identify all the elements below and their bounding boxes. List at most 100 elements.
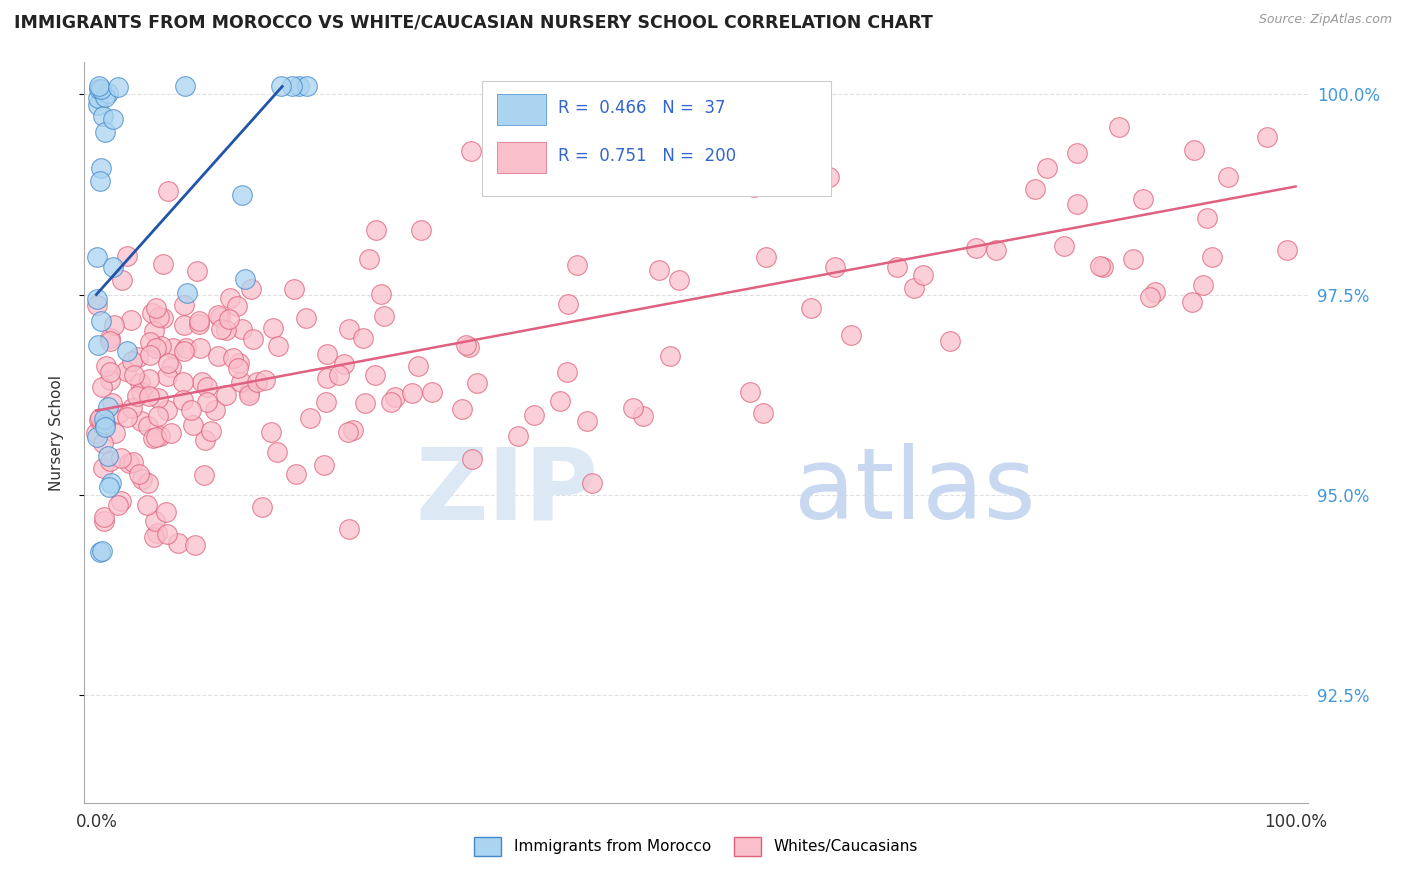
Point: [207, 350, 229, 364]
Point: [90, 544, 112, 558]
Point: [107, 498, 129, 512]
Point: [1201, 250, 1223, 264]
Point: [1066, 146, 1088, 161]
Point: [156, 368, 179, 383]
Point: [359, 252, 381, 267]
Point: [141, 306, 163, 320]
Point: [238, 384, 260, 399]
Point: [1139, 290, 1161, 304]
Y-axis label: Nursery School: Nursery School: [49, 375, 63, 491]
Point: [984, 243, 1007, 257]
Point: [157, 184, 180, 198]
Point: [111, 273, 134, 287]
Point: [254, 373, 277, 387]
Point: [110, 451, 132, 466]
Point: [209, 321, 232, 335]
Point: [90, 380, 112, 394]
Point: [91, 109, 114, 123]
Point: [1182, 143, 1205, 157]
Point: [160, 425, 183, 440]
Point: [288, 79, 311, 94]
Point: [86, 250, 108, 264]
Point: [89, 174, 111, 188]
Point: [965, 242, 987, 256]
Point: [173, 344, 195, 359]
Point: [818, 169, 841, 184]
Point: [207, 308, 229, 322]
Point: [93, 420, 115, 434]
Point: [148, 310, 170, 324]
Point: [148, 409, 170, 423]
Point: [129, 384, 152, 399]
Point: [1066, 196, 1088, 211]
Point: [337, 322, 360, 336]
Point: [143, 514, 166, 528]
Point: [1192, 277, 1215, 292]
Point: [631, 409, 654, 424]
Point: [384, 391, 406, 405]
Legend: Immigrants from Morocco, Whites/Caucasians: Immigrants from Morocco, Whites/Caucasia…: [468, 831, 924, 862]
Point: [218, 311, 240, 326]
Point: [461, 451, 484, 466]
Point: [173, 297, 195, 311]
Point: [139, 348, 162, 362]
Point: [138, 389, 160, 403]
Point: [138, 372, 160, 386]
Point: [150, 339, 173, 353]
Point: [162, 342, 184, 356]
Point: [200, 424, 222, 438]
Point: [1091, 260, 1114, 274]
Point: [152, 257, 174, 271]
Point: [297, 79, 319, 94]
Point: [174, 341, 197, 355]
Text: IMMIGRANTS FROM MOROCCO VS WHITE/CAUCASIAN NURSERY SCHOOL CORRELATION CHART: IMMIGRANTS FROM MOROCCO VS WHITE/CAUCASI…: [14, 13, 934, 31]
Point: [420, 385, 443, 400]
Point: [98, 365, 121, 379]
Point: [621, 401, 644, 415]
Point: [316, 346, 339, 360]
Point: [557, 297, 579, 311]
Point: [215, 322, 238, 336]
Point: [1132, 192, 1154, 206]
Point: [176, 286, 198, 301]
Point: [90, 314, 112, 328]
Point: [576, 414, 599, 428]
Point: [328, 368, 350, 382]
Point: [454, 338, 477, 352]
Point: [93, 90, 115, 104]
Point: [567, 258, 589, 272]
Point: [152, 311, 174, 326]
Point: [548, 393, 571, 408]
Point: [89, 545, 111, 559]
Point: [100, 475, 122, 490]
Point: [222, 351, 245, 365]
Point: [107, 80, 129, 95]
Point: [93, 125, 115, 139]
Point: [156, 527, 179, 541]
Point: [557, 365, 579, 379]
Point: [742, 180, 765, 194]
Point: [364, 368, 387, 382]
Point: [122, 368, 145, 382]
Point: [581, 476, 603, 491]
Point: [115, 344, 138, 359]
Point: [839, 328, 862, 343]
Point: [1053, 239, 1076, 253]
Point: [1088, 259, 1111, 273]
Point: [129, 376, 152, 390]
Point: [86, 426, 108, 441]
Point: [231, 187, 253, 202]
Point: [451, 402, 474, 417]
Point: [342, 423, 364, 437]
Point: [668, 273, 690, 287]
Point: [97, 86, 120, 100]
Point: [824, 260, 846, 275]
Point: [156, 356, 179, 370]
Point: [86, 292, 108, 306]
Point: [101, 260, 124, 274]
Point: [225, 299, 247, 313]
Point: [91, 436, 114, 450]
Point: [143, 531, 166, 545]
Point: [352, 330, 374, 344]
Point: [755, 251, 778, 265]
